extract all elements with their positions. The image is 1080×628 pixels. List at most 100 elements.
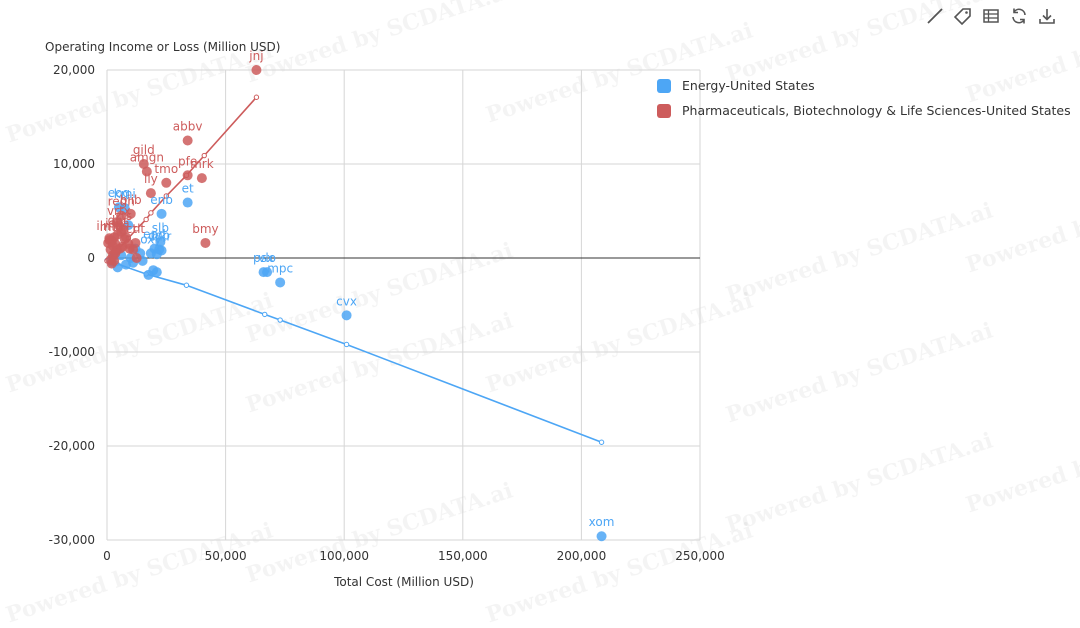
chart-legend: Energy-United States Pharmaceuticals, Bi… <box>657 73 1071 123</box>
y-tick-label: -20,000 <box>49 439 95 453</box>
data-point <box>182 170 193 181</box>
trend-marker <box>133 226 140 232</box>
data-point <box>111 217 122 228</box>
data-label: abbv <box>173 120 203 134</box>
x-tick-label: 150,000 <box>438 549 488 563</box>
data-label: regn <box>108 195 135 209</box>
data-point <box>262 267 273 278</box>
data-points <box>103 65 607 542</box>
data-label: bkr <box>152 229 172 243</box>
refresh-icon[interactable] <box>1008 5 1030 27</box>
line-tool-icon[interactable] <box>924 5 946 27</box>
data-point <box>182 197 193 208</box>
data-label: cvx <box>336 294 357 308</box>
x-tick-label: 250,000 <box>675 549 725 563</box>
y-tick-label: 20,000 <box>53 63 95 77</box>
x-tick-label: 50,000 <box>205 549 247 563</box>
chart-toolbar <box>924 5 1058 27</box>
data-label: psx <box>253 251 274 265</box>
data-label: biib <box>120 193 142 207</box>
data-label: tmo <box>154 162 178 176</box>
data-point <box>251 65 262 75</box>
data-label: ctlt <box>126 222 146 236</box>
download-icon[interactable] <box>1036 5 1058 27</box>
data-point <box>125 208 136 219</box>
data-label: mtd <box>100 220 124 234</box>
data-point <box>182 135 193 146</box>
data-point <box>138 159 149 169</box>
axes: 0 50,000 100,000 150,000 200,000 250,000 -30,0… <box>49 63 725 563</box>
y-tick-label: 10,000 <box>53 157 95 171</box>
data-point <box>131 253 142 263</box>
legend-label: Energy-United States <box>682 78 815 93</box>
y-axis-title: Operating Income or Loss (Million USD) <box>45 40 280 54</box>
data-label: eog <box>108 186 130 200</box>
data-point <box>113 202 124 213</box>
data-point <box>141 166 152 177</box>
data-label: xom <box>589 515 615 529</box>
data-point <box>196 173 207 184</box>
x-axis-title: Total Cost (Million USD) <box>333 575 474 589</box>
trend-marker <box>253 94 260 100</box>
trend-lines <box>104 94 605 445</box>
x-tick-label: 0 <box>103 549 111 563</box>
data-point <box>341 310 352 321</box>
data-label: mpc <box>267 261 293 275</box>
data-point <box>151 267 162 278</box>
data-point <box>109 255 120 266</box>
trend-marker <box>262 311 268 318</box>
trend-marker <box>343 341 350 348</box>
trend-marker <box>183 282 190 288</box>
y-tick-label: -10,000 <box>49 345 95 359</box>
legend-label: Pharmaceuticals, Biotechnology & Life Sc… <box>682 103 1071 118</box>
data-label: vlo <box>258 251 276 265</box>
data-label: zts <box>115 209 132 223</box>
data-label: dhr <box>108 214 128 228</box>
data-point <box>155 237 166 248</box>
data-label: bmy <box>192 222 218 236</box>
trend-marker <box>143 216 149 223</box>
data-point <box>145 188 156 199</box>
table-icon[interactable] <box>980 5 1002 27</box>
grid <box>106 69 701 541</box>
trend-marker <box>277 317 283 323</box>
trend-line <box>106 259 602 443</box>
data-point <box>151 249 162 260</box>
data-label: ilmn <box>96 219 122 233</box>
trend-marker <box>598 439 605 445</box>
data-point <box>124 243 135 254</box>
data-label: et <box>182 182 194 196</box>
data-label: lly <box>144 172 158 186</box>
tag-icon[interactable] <box>952 5 974 27</box>
data-point <box>156 208 167 219</box>
trend-marker <box>201 152 207 159</box>
legend-swatch <box>657 103 671 118</box>
data-label: gild <box>133 143 155 157</box>
data-label: slb <box>152 221 169 235</box>
data-point <box>200 237 211 248</box>
data-label: cop <box>148 229 170 243</box>
data-point <box>119 234 130 245</box>
data-label: pfe <box>178 154 197 168</box>
data-label: epd <box>143 228 166 242</box>
data-label: oxy <box>140 232 161 246</box>
legend-swatch <box>657 78 671 93</box>
data-point <box>275 277 286 288</box>
data-point <box>161 177 172 188</box>
data-label: kmi <box>114 187 136 201</box>
data-label: enb <box>150 193 173 207</box>
x-tick-label: 200,000 <box>557 549 607 563</box>
data-label: a <box>122 216 129 230</box>
data-label: vrtx <box>107 204 131 218</box>
legend-item-energy[interactable]: Energy-United States <box>657 73 1071 98</box>
data-point <box>596 531 607 542</box>
trend-marker <box>163 193 170 199</box>
legend-item-pharma[interactable]: Pharmaceuticals, Biotechnology & Life Sc… <box>657 98 1071 123</box>
data-label: iqv <box>105 216 123 230</box>
y-tick-label: 0 <box>87 251 95 265</box>
data-label: amgn <box>130 151 164 165</box>
trend-marker <box>148 210 154 216</box>
data-label: mrk <box>190 157 214 171</box>
